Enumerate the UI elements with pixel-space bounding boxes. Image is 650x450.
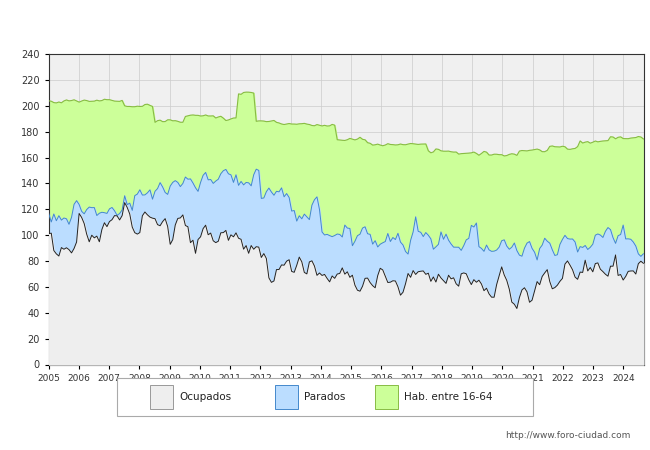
Text: Parados: Parados [304,392,346,402]
Bar [275,385,298,410]
Text: Enguídanos - Evolucion de la poblacion en edad de Trabajar Agosto de 2024: Enguídanos - Evolucion de la poblacion e… [73,16,577,29]
Text: Hab. entre 16-64: Hab. entre 16-64 [404,392,493,402]
Bar [150,385,173,410]
Bar [375,385,398,410]
Text: http://www.foro-ciudad.com: http://www.foro-ciudad.com [505,431,630,440]
Text: Ocupados: Ocupados [179,392,231,402]
